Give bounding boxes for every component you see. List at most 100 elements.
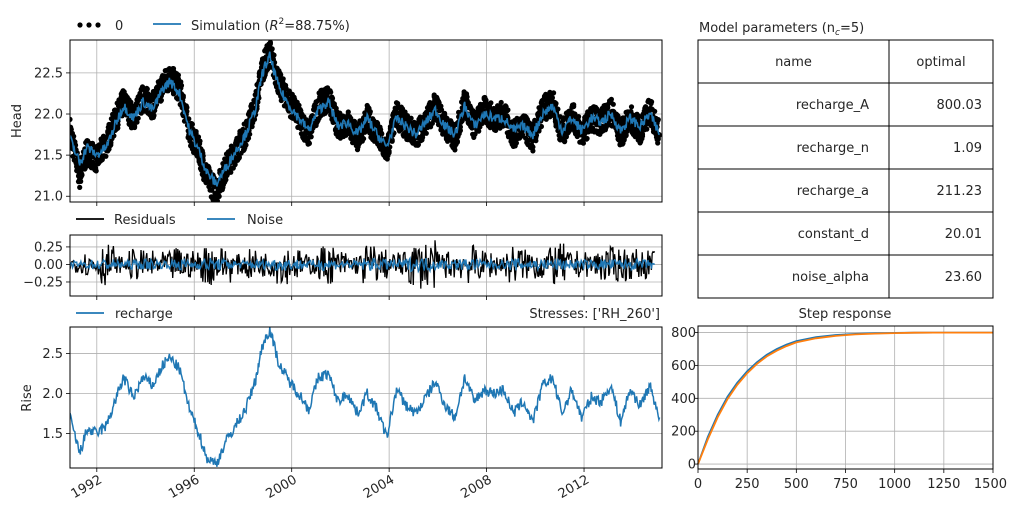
- observed-point: [571, 102, 577, 108]
- table-cell: [697, 254, 890, 299]
- observed-point: [530, 148, 536, 154]
- observed-point: [361, 136, 367, 142]
- step-ytick-label: 400: [671, 392, 696, 407]
- observed-point: [77, 184, 83, 190]
- observed-point: [267, 41, 273, 47]
- stresses-label: Stresses: ['RH_260']: [529, 307, 660, 322]
- observed-point: [553, 100, 559, 107]
- head-ytick-label: 21.5: [34, 149, 63, 164]
- observed-point: [78, 178, 84, 184]
- step-xtick-label: 500: [784, 477, 809, 492]
- observed-point: [243, 142, 249, 148]
- table-param-value: 800.03: [937, 98, 983, 113]
- legend-observed-marker: [77, 22, 101, 28]
- observed-point: [457, 127, 463, 134]
- observed-point: [562, 138, 568, 144]
- observed-point: [628, 104, 635, 110]
- rech-xtick-label: 2012: [556, 472, 592, 502]
- observed-point: [423, 130, 429, 136]
- observed-point: [644, 126, 650, 132]
- observed-point: [232, 162, 238, 168]
- rech-xtick-label: 2004: [361, 472, 397, 502]
- observed-point: [134, 119, 140, 125]
- parameters-table: Model parameters (nc=5) name optimal recha…: [697, 21, 994, 299]
- observed-point: [216, 193, 222, 199]
- recharge-axes-frame: [69, 326, 663, 469]
- observed-point: [197, 138, 203, 144]
- observed-point: [139, 84, 146, 90]
- step-xtick-label: 750: [833, 477, 858, 492]
- observed-point: [351, 118, 357, 125]
- step-response-line-orange: [697, 331, 993, 465]
- step-xtick-label: 1000: [878, 477, 911, 492]
- observed-point: [580, 140, 587, 146]
- observed-point: [71, 133, 77, 139]
- table-param-value: 23.60: [945, 270, 982, 285]
- observed-point: [79, 172, 85, 178]
- step-xtick-label: 0: [694, 477, 702, 492]
- step-xtick-label: 250: [735, 477, 760, 492]
- rech-xtick-label: 1992: [69, 472, 105, 502]
- observed-point: [158, 97, 164, 103]
- observed-point: [184, 108, 190, 114]
- observed-point: [389, 138, 395, 144]
- table-header-cell: [697, 39, 890, 84]
- observed-point: [214, 198, 220, 202]
- recharge-line: [70, 327, 661, 467]
- observed-point: [70, 126, 74, 132]
- observed-point: [452, 147, 458, 153]
- observed-point: [328, 89, 334, 95]
- step-ytick-label: 200: [671, 425, 696, 440]
- step-response-panel: 0 200 400 600 800 0 250 500 750 1000 1250 1500 Ste…: [671, 307, 1007, 492]
- head-legend: 0 Simulation (R2=88.75%): [77, 17, 350, 34]
- rech-xtick-label: 2008: [458, 472, 494, 502]
- observed-point: [306, 140, 312, 146]
- step-ytick-label: 0: [688, 458, 696, 473]
- observed-point: [415, 142, 421, 148]
- resid-ytick-label: −0.25: [23, 275, 63, 290]
- observed-point: [367, 109, 373, 115]
- observed-point: [420, 134, 426, 140]
- observed-point: [655, 140, 661, 146]
- head-ytick-label: 22.0: [34, 108, 63, 123]
- observed-point: [608, 96, 615, 102]
- table-cell: [697, 82, 890, 127]
- table-param-name: noise_alpha: [792, 270, 869, 285]
- observed-point: [639, 133, 646, 139]
- step-ytick-label: 600: [671, 359, 696, 374]
- observed-point: [228, 169, 234, 175]
- head-ylabel: Head: [10, 104, 25, 138]
- table-cell: [888, 254, 994, 299]
- table-param-value: 20.01: [945, 227, 982, 242]
- observed-point: [135, 115, 141, 121]
- table-param-name: constant_d: [798, 227, 869, 242]
- observed-point: [175, 72, 181, 78]
- recharge-legend: recharge: [76, 307, 173, 322]
- observed-point: [184, 104, 190, 111]
- noise-line: [70, 255, 656, 274]
- observed-point: [408, 115, 414, 121]
- observed-point: [348, 115, 354, 121]
- observed-point: [513, 140, 520, 146]
- observed-point: [656, 132, 662, 138]
- step-xtick-label: 1500: [974, 477, 1007, 492]
- observed-point: [345, 109, 351, 115]
- step-xtick-label: 1250: [927, 477, 960, 492]
- head-ytick-label: 21.0: [34, 190, 63, 205]
- table-cell: [697, 211, 890, 256]
- observed-point: [655, 117, 661, 123]
- observed-point: [180, 93, 186, 99]
- observed-point: [271, 52, 277, 58]
- observed-point: [308, 134, 314, 140]
- rech-xtick-label: 2000: [264, 472, 300, 502]
- observed-point: [132, 124, 138, 131]
- observed-point: [251, 116, 258, 122]
- observed-point: [329, 95, 336, 101]
- rech-ytick-label: 2.0: [42, 387, 63, 402]
- legend-residuals-label: Residuals: [114, 213, 176, 228]
- table-cell: [697, 168, 890, 213]
- observed-point: [269, 46, 275, 52]
- table-param-name: recharge_a: [797, 184, 869, 199]
- observed-point: [454, 139, 460, 145]
- observed-point: [652, 108, 658, 114]
